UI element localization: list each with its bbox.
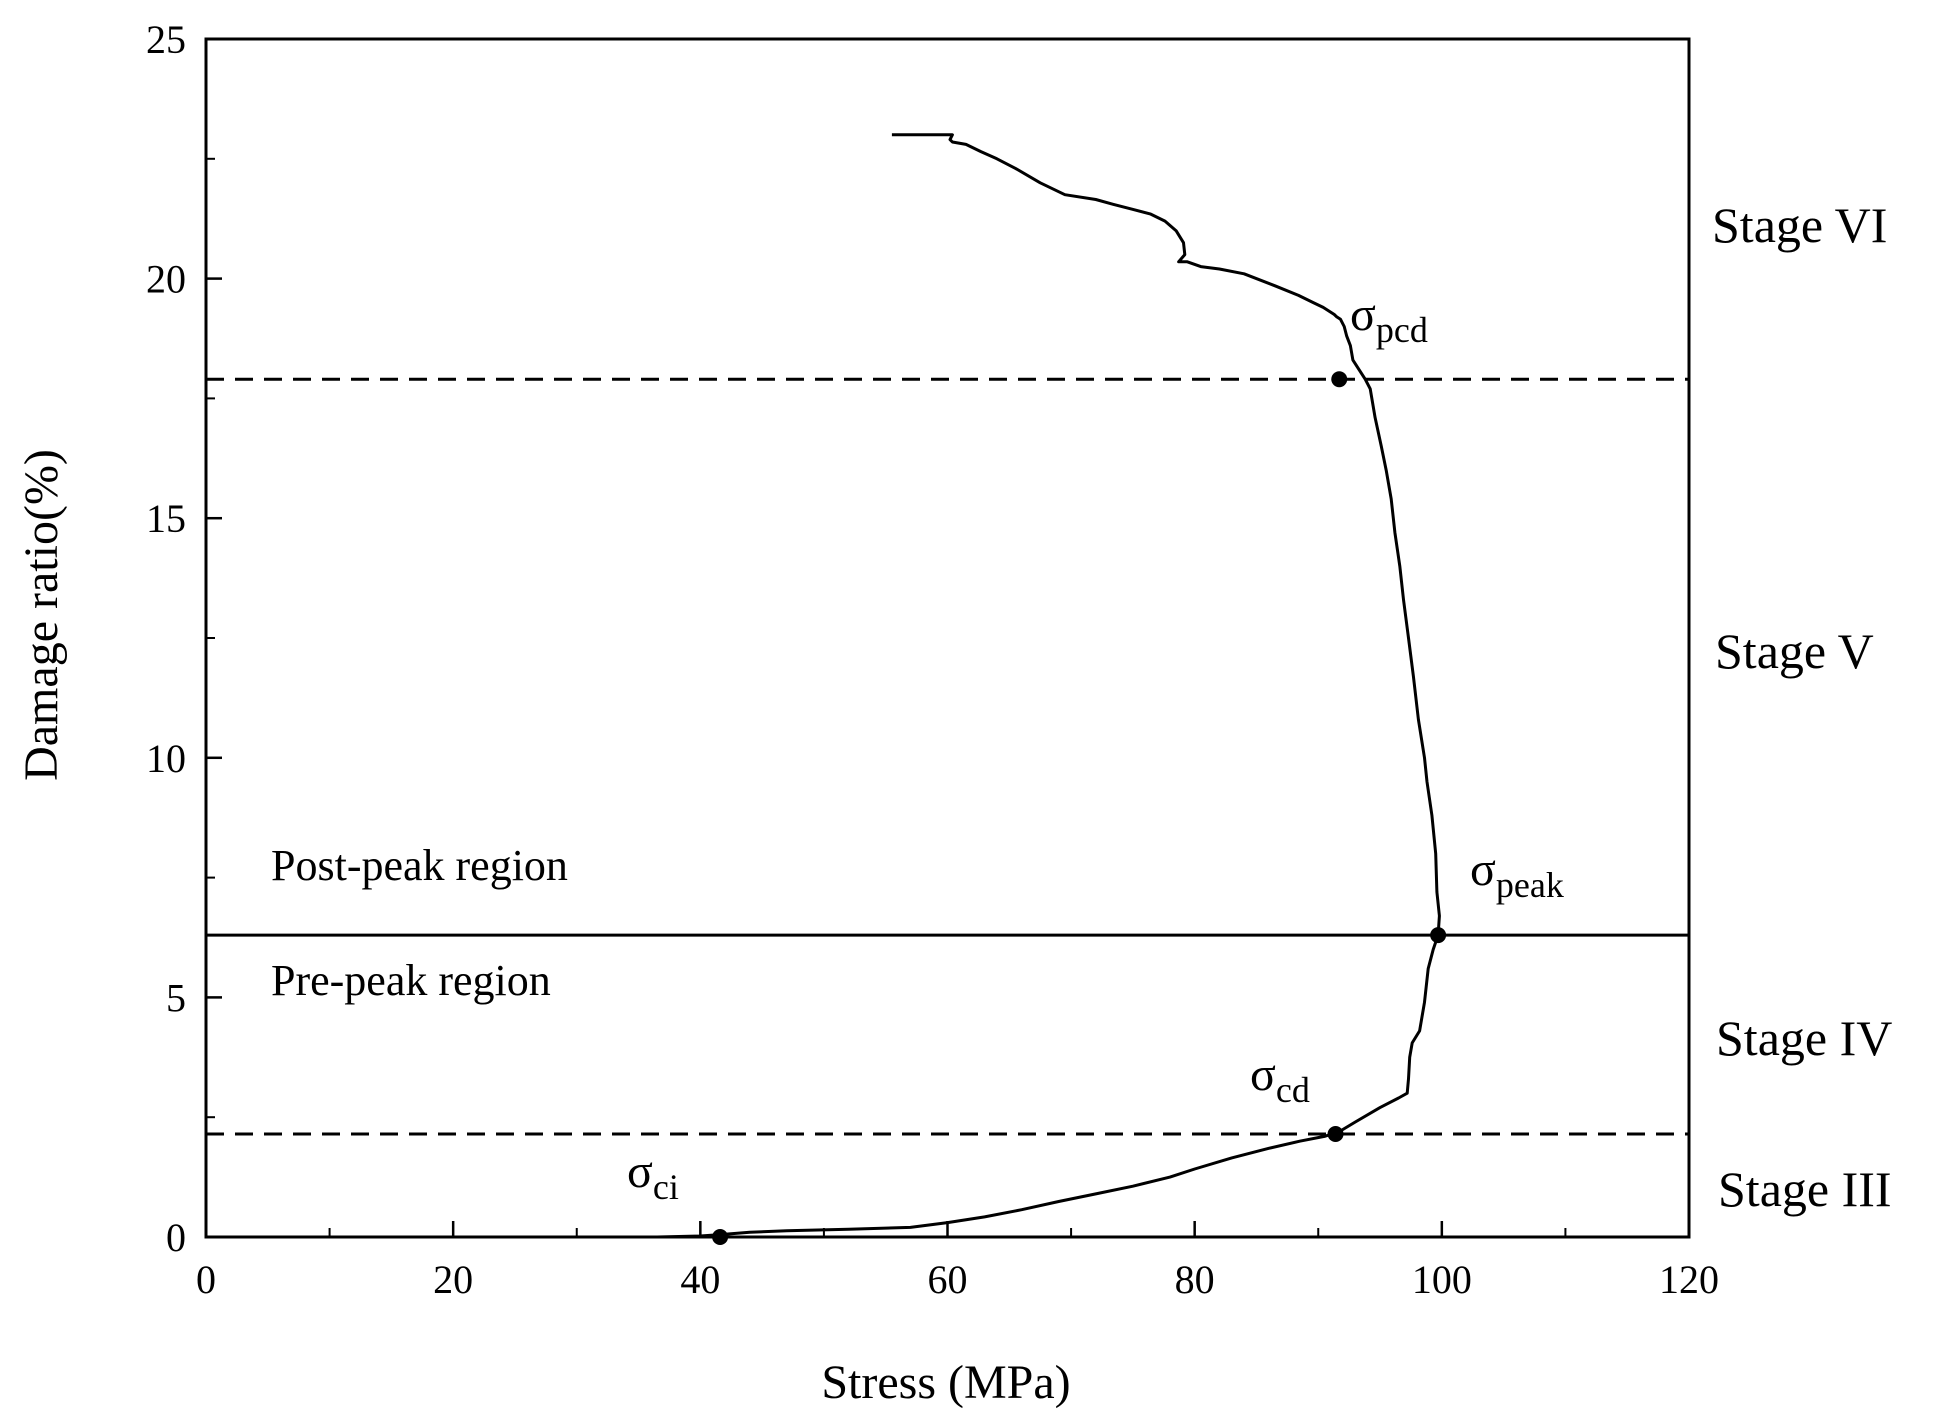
x-tick-label: 40 xyxy=(680,1257,720,1302)
sigma-pcd-label: σpcd xyxy=(1350,288,1428,350)
sigma-peak-label: σpeak xyxy=(1470,843,1564,905)
y-tick-label: 25 xyxy=(146,17,186,62)
marker-sigma-cd xyxy=(1327,1125,1344,1142)
post-peak-region-label: Post-peak region xyxy=(271,841,568,890)
y-tick-label: 15 xyxy=(146,496,186,541)
x-tick-label: 100 xyxy=(1412,1257,1472,1302)
x-tick-label: 120 xyxy=(1659,1257,1719,1302)
marked-points xyxy=(712,371,1447,1245)
x-axis-ticks: 0 20 40 60 80 100 120 xyxy=(196,1221,1719,1302)
y-tick-label: 10 xyxy=(146,736,186,781)
x-tick-label: 80 xyxy=(1175,1257,1215,1302)
damage-ratio-series-line xyxy=(657,133,1441,1239)
x-tick-label: 60 xyxy=(928,1257,968,1302)
stage-vi-label: Stage VI xyxy=(1712,197,1887,253)
y-tick-label: 20 xyxy=(146,257,186,302)
marker-sigma-pcd xyxy=(1331,371,1348,388)
stage-iii-label: Stage III xyxy=(1718,1161,1892,1217)
reference-lines xyxy=(206,377,1689,1136)
plot-frame xyxy=(204,37,1691,1239)
x-axis-label: Stress (MPa) xyxy=(821,1356,1070,1409)
x-tick-label: 20 xyxy=(433,1257,473,1302)
y-axis-ticks: 0 5 10 15 20 25 xyxy=(146,17,222,1260)
stage-iv-label: Stage IV xyxy=(1716,1010,1892,1066)
y-tick-label: 5 xyxy=(166,975,186,1020)
sigma-ci-label: σci xyxy=(627,1145,679,1207)
y-tick-label: 0 xyxy=(166,1215,186,1260)
sigma-cd-label: σcd xyxy=(1250,1048,1310,1110)
y-axis-label: Damage ratio(%) xyxy=(15,449,68,781)
marker-sigma-peak xyxy=(1430,927,1447,944)
pre-peak-region-label: Pre-peak region xyxy=(271,956,551,1005)
x-tick-label: 0 xyxy=(196,1257,216,1302)
stage-v-label: Stage V xyxy=(1715,623,1874,679)
